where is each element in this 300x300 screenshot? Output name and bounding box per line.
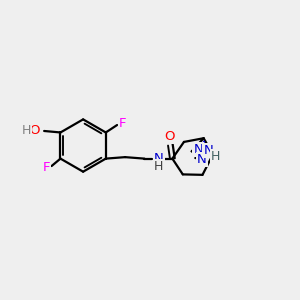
Text: N: N (194, 143, 203, 156)
Text: H: H (211, 150, 220, 163)
Text: H: H (22, 124, 31, 137)
Text: F: F (43, 161, 50, 174)
Text: O: O (165, 130, 175, 143)
Text: N: N (203, 144, 213, 157)
Text: F: F (119, 117, 126, 130)
Text: N: N (154, 152, 164, 164)
Text: N: N (197, 153, 207, 166)
Text: H: H (154, 160, 164, 173)
Text: O: O (29, 124, 40, 137)
